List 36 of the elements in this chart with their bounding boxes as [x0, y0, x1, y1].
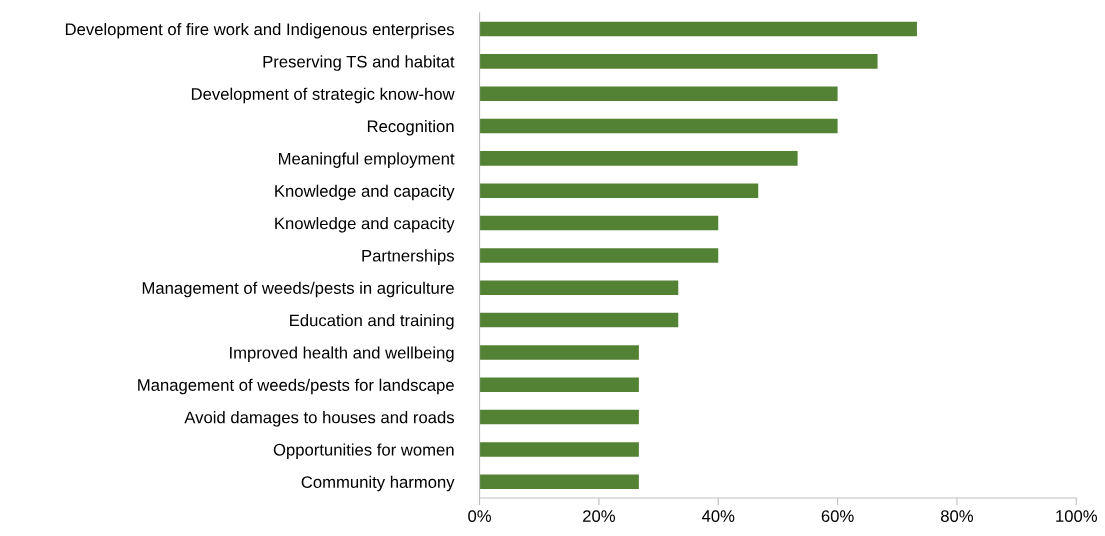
x-tick-label: 40% — [701, 510, 735, 522]
bar — [479, 215, 719, 231]
y-tick-label: Preserving TS and habitat — [263, 55, 455, 71]
y-tick-label: Management of weeds/pests in agriculture — [142, 281, 454, 298]
y-tick-label: Knowledge and capacity — [275, 184, 455, 201]
x-tick-label: 20% — [583, 510, 615, 522]
y-tick-label: Development of strategic know-how — [191, 87, 455, 104]
y-tick-label: Management of weeds/pests for landscape — [138, 378, 454, 395]
bar — [479, 248, 719, 263]
bar — [479, 86, 838, 101]
bar — [479, 54, 878, 69]
y-tick-label: Partnerships — [362, 249, 454, 265]
x-tick-label: 0% — [468, 510, 492, 522]
y-tick-label: Development of fire work and Indigenous enterprises — [65, 22, 454, 39]
y-tick-label: Education and training — [290, 314, 454, 330]
y-tick-label: Avoid damages to houses and roads — [184, 411, 454, 427]
bar — [479, 183, 759, 198]
x-tick-label: 80% — [940, 510, 974, 522]
y-tick-label: Recognition — [367, 120, 454, 136]
bar — [479, 21, 917, 37]
y-tick-label: Community harmony — [301, 475, 455, 492]
bar — [479, 280, 679, 296]
y-tick-label: Improved health and wellbeing — [230, 346, 454, 362]
bar — [479, 474, 639, 490]
bar — [479, 345, 639, 360]
y-tick-label: Meaningful employment — [279, 152, 455, 168]
bar — [479, 151, 798, 166]
bar — [479, 118, 838, 134]
bar — [479, 312, 679, 328]
y-tick-label: Opportunities for women — [273, 443, 454, 459]
bar — [479, 442, 639, 457]
bar — [479, 377, 639, 393]
bar — [479, 409, 639, 425]
y-tick-label: Knowledge and capacity — [275, 217, 455, 233]
x-tick-label: 100% — [1056, 510, 1097, 522]
x-tick-label: 60% — [821, 510, 854, 522]
